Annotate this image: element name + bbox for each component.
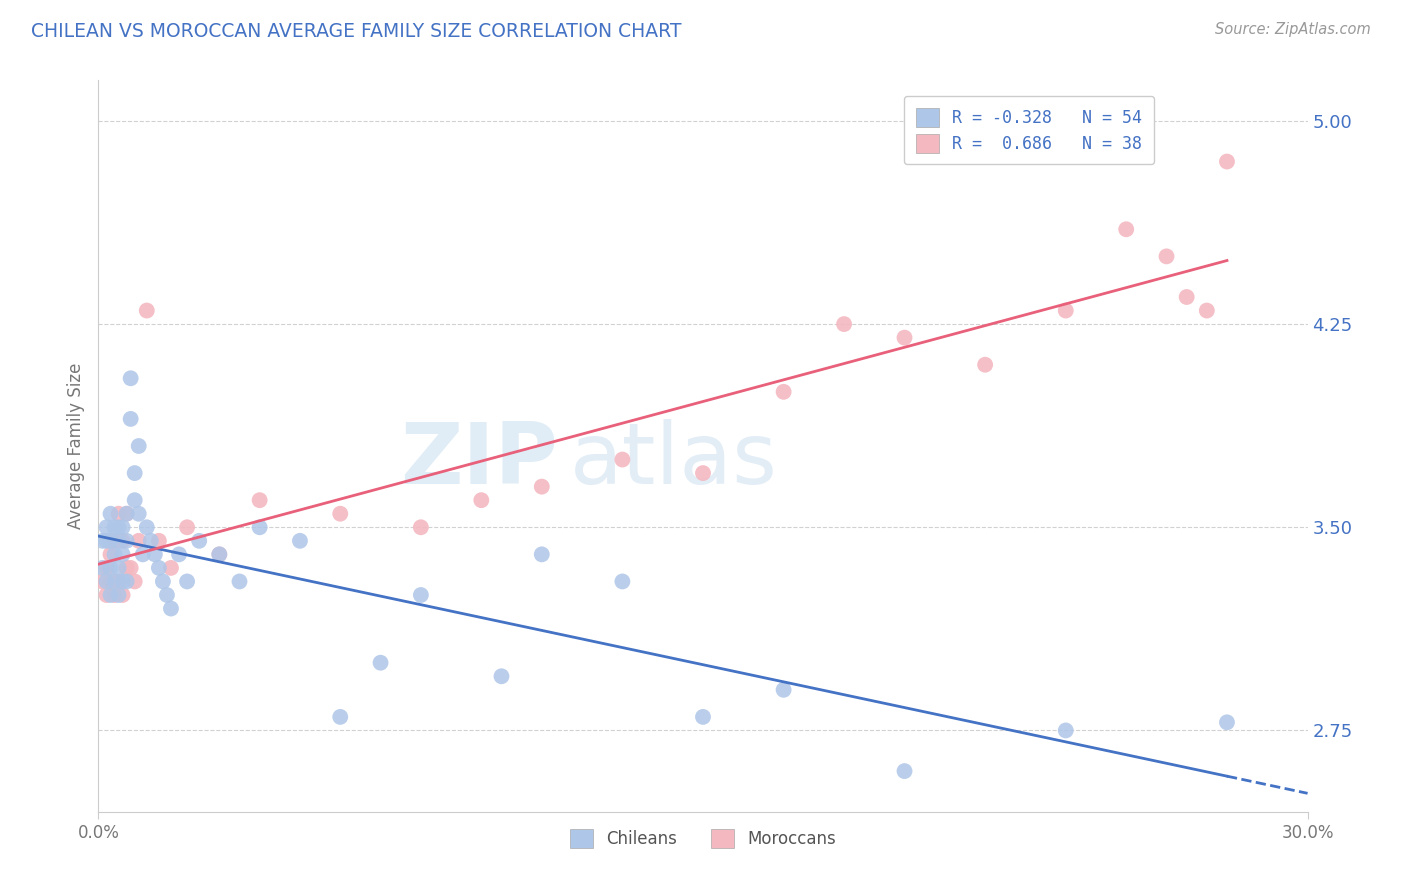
Point	[100, 547, 122, 561]
Point	[152, 574, 174, 589]
Point	[692, 466, 714, 480]
Point	[1115, 222, 1137, 236]
Point	[612, 574, 634, 589]
Point	[100, 574, 122, 589]
Point	[96, 533, 118, 548]
Point	[111, 520, 134, 534]
Point	[249, 493, 271, 508]
Point	[1054, 723, 1077, 738]
Point	[409, 588, 432, 602]
Point	[1175, 290, 1198, 304]
Point	[893, 331, 915, 345]
Point	[96, 588, 118, 602]
Point	[100, 507, 122, 521]
Point	[188, 533, 211, 548]
Point	[139, 533, 162, 548]
Point	[772, 682, 794, 697]
Point	[124, 466, 146, 480]
Point	[100, 533, 122, 548]
Point	[148, 561, 170, 575]
Point	[176, 520, 198, 534]
Point	[107, 588, 129, 602]
Point	[832, 317, 855, 331]
Text: Source: ZipAtlas.com: Source: ZipAtlas.com	[1215, 22, 1371, 37]
Point	[1054, 303, 1077, 318]
Point	[103, 547, 125, 561]
Point	[120, 412, 142, 426]
Point	[208, 547, 231, 561]
Point	[530, 547, 553, 561]
Point	[96, 520, 118, 534]
Point	[128, 439, 150, 453]
Point	[160, 561, 183, 575]
Point	[128, 533, 150, 548]
Point	[329, 710, 352, 724]
Point	[612, 452, 634, 467]
Point	[107, 507, 129, 521]
Point	[692, 710, 714, 724]
Point	[974, 358, 997, 372]
Point	[143, 547, 166, 561]
Point	[135, 303, 157, 318]
Point	[160, 601, 183, 615]
Point	[103, 520, 125, 534]
Point	[167, 547, 190, 561]
Point	[772, 384, 794, 399]
Point	[228, 574, 250, 589]
Point	[409, 520, 432, 534]
Text: CHILEAN VS MOROCCAN AVERAGE FAMILY SIZE CORRELATION CHART: CHILEAN VS MOROCCAN AVERAGE FAMILY SIZE …	[31, 22, 682, 41]
Point	[1216, 715, 1239, 730]
Point	[107, 520, 129, 534]
Point	[124, 574, 146, 589]
Point	[120, 371, 142, 385]
Point	[208, 547, 231, 561]
Point	[128, 507, 150, 521]
Point	[115, 507, 138, 521]
Point	[107, 574, 129, 589]
Point	[120, 561, 142, 575]
Point	[100, 561, 122, 575]
Point	[288, 533, 311, 548]
Point	[1156, 249, 1178, 263]
Point	[115, 507, 138, 521]
Point	[370, 656, 392, 670]
Point	[96, 574, 118, 589]
Point	[103, 533, 125, 548]
Point	[91, 533, 114, 548]
Point	[249, 520, 271, 534]
Point	[329, 507, 352, 521]
Point	[491, 669, 513, 683]
Point	[530, 480, 553, 494]
Point	[1195, 303, 1218, 318]
Point	[103, 574, 125, 589]
Point	[115, 574, 138, 589]
Point	[893, 764, 915, 778]
Point	[91, 561, 114, 575]
Text: ZIP: ZIP	[401, 419, 558, 502]
Point	[111, 533, 134, 548]
Text: atlas: atlas	[569, 419, 778, 502]
Point	[115, 533, 138, 548]
Point	[107, 533, 129, 548]
Point	[132, 547, 155, 561]
Point	[124, 493, 146, 508]
Point	[148, 533, 170, 548]
Point	[91, 574, 114, 589]
Point	[470, 493, 492, 508]
Y-axis label: Average Family Size: Average Family Size	[66, 363, 84, 529]
Point	[111, 588, 134, 602]
Point	[111, 547, 134, 561]
Point	[100, 588, 122, 602]
Point	[111, 574, 134, 589]
Point	[1216, 154, 1239, 169]
Point	[176, 574, 198, 589]
Point	[115, 561, 138, 575]
Point	[135, 520, 157, 534]
Point	[103, 588, 125, 602]
Legend: Chileans, Moroccans: Chileans, Moroccans	[564, 822, 842, 855]
Point	[107, 561, 129, 575]
Point	[96, 561, 118, 575]
Point	[156, 588, 179, 602]
